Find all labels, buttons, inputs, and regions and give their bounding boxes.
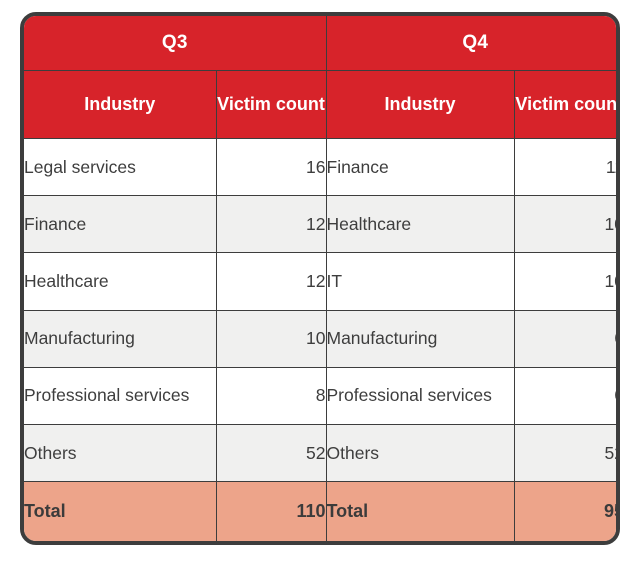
industry-cell: Professional services: [24, 366, 217, 425]
count-cell: 52: [513, 423, 616, 483]
industry-cell: Legal services: [24, 137, 217, 197]
industry-cell: IT: [325, 252, 515, 311]
q4-total-label: Total: [325, 481, 515, 541]
count-cell: 16: [215, 137, 327, 197]
quarter-header-row: Q3 Q4: [24, 16, 616, 71]
count-cell: 6: [513, 309, 616, 368]
count-cell: 12: [215, 195, 327, 254]
count-cell: 12: [215, 252, 327, 311]
industry-cell: Finance: [24, 195, 217, 254]
industry-cell: Others: [325, 423, 515, 483]
q4-victim-count-column-header: Victim count: [513, 69, 616, 139]
q3-total-label: Total: [24, 481, 217, 541]
q3-industry-column-header: Industry: [24, 69, 217, 139]
count-cell: 10: [513, 195, 616, 254]
industry-cell: Healthcare: [325, 195, 515, 254]
industry-cell: Others: [24, 423, 217, 483]
industry-cell: Professional services: [325, 366, 515, 425]
industry-cell: Manufacturing: [24, 309, 217, 368]
count-cell: 10: [513, 252, 616, 311]
table-row: Legal services 16 Finance 11: [24, 137, 616, 197]
q4-industry-column-header: Industry: [325, 69, 515, 139]
table-row: Manufacturing 10 Manufacturing 6: [24, 309, 616, 368]
table-row: Others 52 Others 52: [24, 423, 616, 483]
victim-count-table-frame: Q3 Q4 Industry Victim count Industry Vic…: [20, 12, 620, 545]
industry-cell: Manufacturing: [325, 309, 515, 368]
victim-count-table: Q3 Q4 Industry Victim count Industry Vic…: [24, 16, 616, 541]
industry-cell: Finance: [325, 137, 515, 197]
q3-total-count: 110: [215, 481, 327, 541]
count-cell: 8: [215, 366, 327, 425]
table-row: Healthcare 12 IT 10: [24, 252, 616, 311]
industry-cell: Healthcare: [24, 252, 217, 311]
table-row: Finance 12 Healthcare 10: [24, 195, 616, 254]
column-header-row: Industry Victim count Industry Victim co…: [24, 69, 616, 139]
count-cell: 10: [215, 309, 327, 368]
quarter-q3-header: Q3: [24, 16, 327, 71]
count-cell: 52: [215, 423, 327, 483]
count-cell: 6: [513, 366, 616, 425]
table-row: Professional services 8 Professional ser…: [24, 366, 616, 425]
quarter-q4-header: Q4: [325, 16, 616, 71]
count-cell: 11: [513, 137, 616, 197]
total-row: Total 110 Total 95: [24, 481, 616, 541]
q4-total-count: 95: [513, 481, 616, 541]
q3-victim-count-column-header: Victim count: [215, 69, 327, 139]
